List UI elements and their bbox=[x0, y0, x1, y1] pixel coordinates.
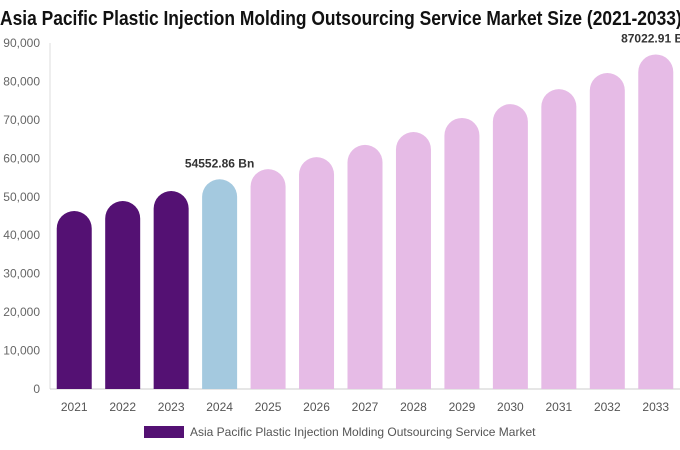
x-tick-label: 2025 bbox=[255, 400, 282, 414]
y-tick-label: 90,000 bbox=[3, 36, 40, 50]
bar-2026[interactable] bbox=[299, 157, 335, 389]
bar-2027[interactable] bbox=[347, 144, 383, 389]
x-tick-label: 2024 bbox=[206, 400, 233, 414]
y-tick-label: 0 bbox=[33, 382, 40, 396]
bar-2031[interactable] bbox=[541, 89, 577, 389]
y-tick-label: 10,000 bbox=[3, 344, 40, 358]
bar-2033[interactable] bbox=[638, 54, 674, 390]
legend[interactable]: Asia Pacific Plastic Injection Molding O… bbox=[144, 425, 535, 439]
x-tick-label: 2028 bbox=[400, 400, 427, 414]
data-label-2024: 54552.86 Bn bbox=[185, 156, 254, 170]
x-tick-label: 2033 bbox=[642, 400, 669, 414]
bar-2028[interactable] bbox=[395, 131, 431, 389]
x-tick-label: 2030 bbox=[497, 400, 524, 414]
bar-2029[interactable] bbox=[444, 117, 480, 389]
x-tick-label: 2021 bbox=[61, 400, 88, 414]
bar-2024[interactable] bbox=[202, 179, 238, 389]
legend-label: Asia Pacific Plastic Injection Molding O… bbox=[190, 425, 536, 439]
x-tick-label: 2031 bbox=[545, 400, 572, 414]
x-tick-label: 2026 bbox=[303, 400, 330, 414]
bar-2032[interactable] bbox=[589, 72, 625, 389]
y-tick-label: 80,000 bbox=[3, 74, 40, 88]
bar-2030[interactable] bbox=[492, 104, 528, 389]
y-tick-label: 30,000 bbox=[3, 267, 40, 281]
y-tick-label: 20,000 bbox=[3, 305, 40, 319]
y-tick-label: 40,000 bbox=[3, 228, 40, 242]
bar-2023[interactable] bbox=[153, 191, 189, 389]
y-tick-label: 60,000 bbox=[3, 151, 40, 165]
bar-2025[interactable] bbox=[250, 169, 286, 389]
x-tick-label: 2029 bbox=[449, 400, 476, 414]
bar-2021[interactable] bbox=[56, 211, 92, 389]
x-tick-label: 2022 bbox=[109, 400, 136, 414]
bar-2022[interactable] bbox=[105, 201, 141, 389]
data-label-2033: 87022.91 Bn bbox=[621, 31, 680, 45]
chart-title: Asia Pacific Plastic Injection Molding O… bbox=[0, 8, 680, 30]
x-tick-label: 2032 bbox=[594, 400, 621, 414]
x-tick-label: 2027 bbox=[352, 400, 379, 414]
y-tick-label: 50,000 bbox=[3, 190, 40, 204]
y-tick-label: 70,000 bbox=[3, 113, 40, 127]
legend-swatch bbox=[144, 426, 184, 438]
x-tick-label: 2023 bbox=[158, 400, 185, 414]
